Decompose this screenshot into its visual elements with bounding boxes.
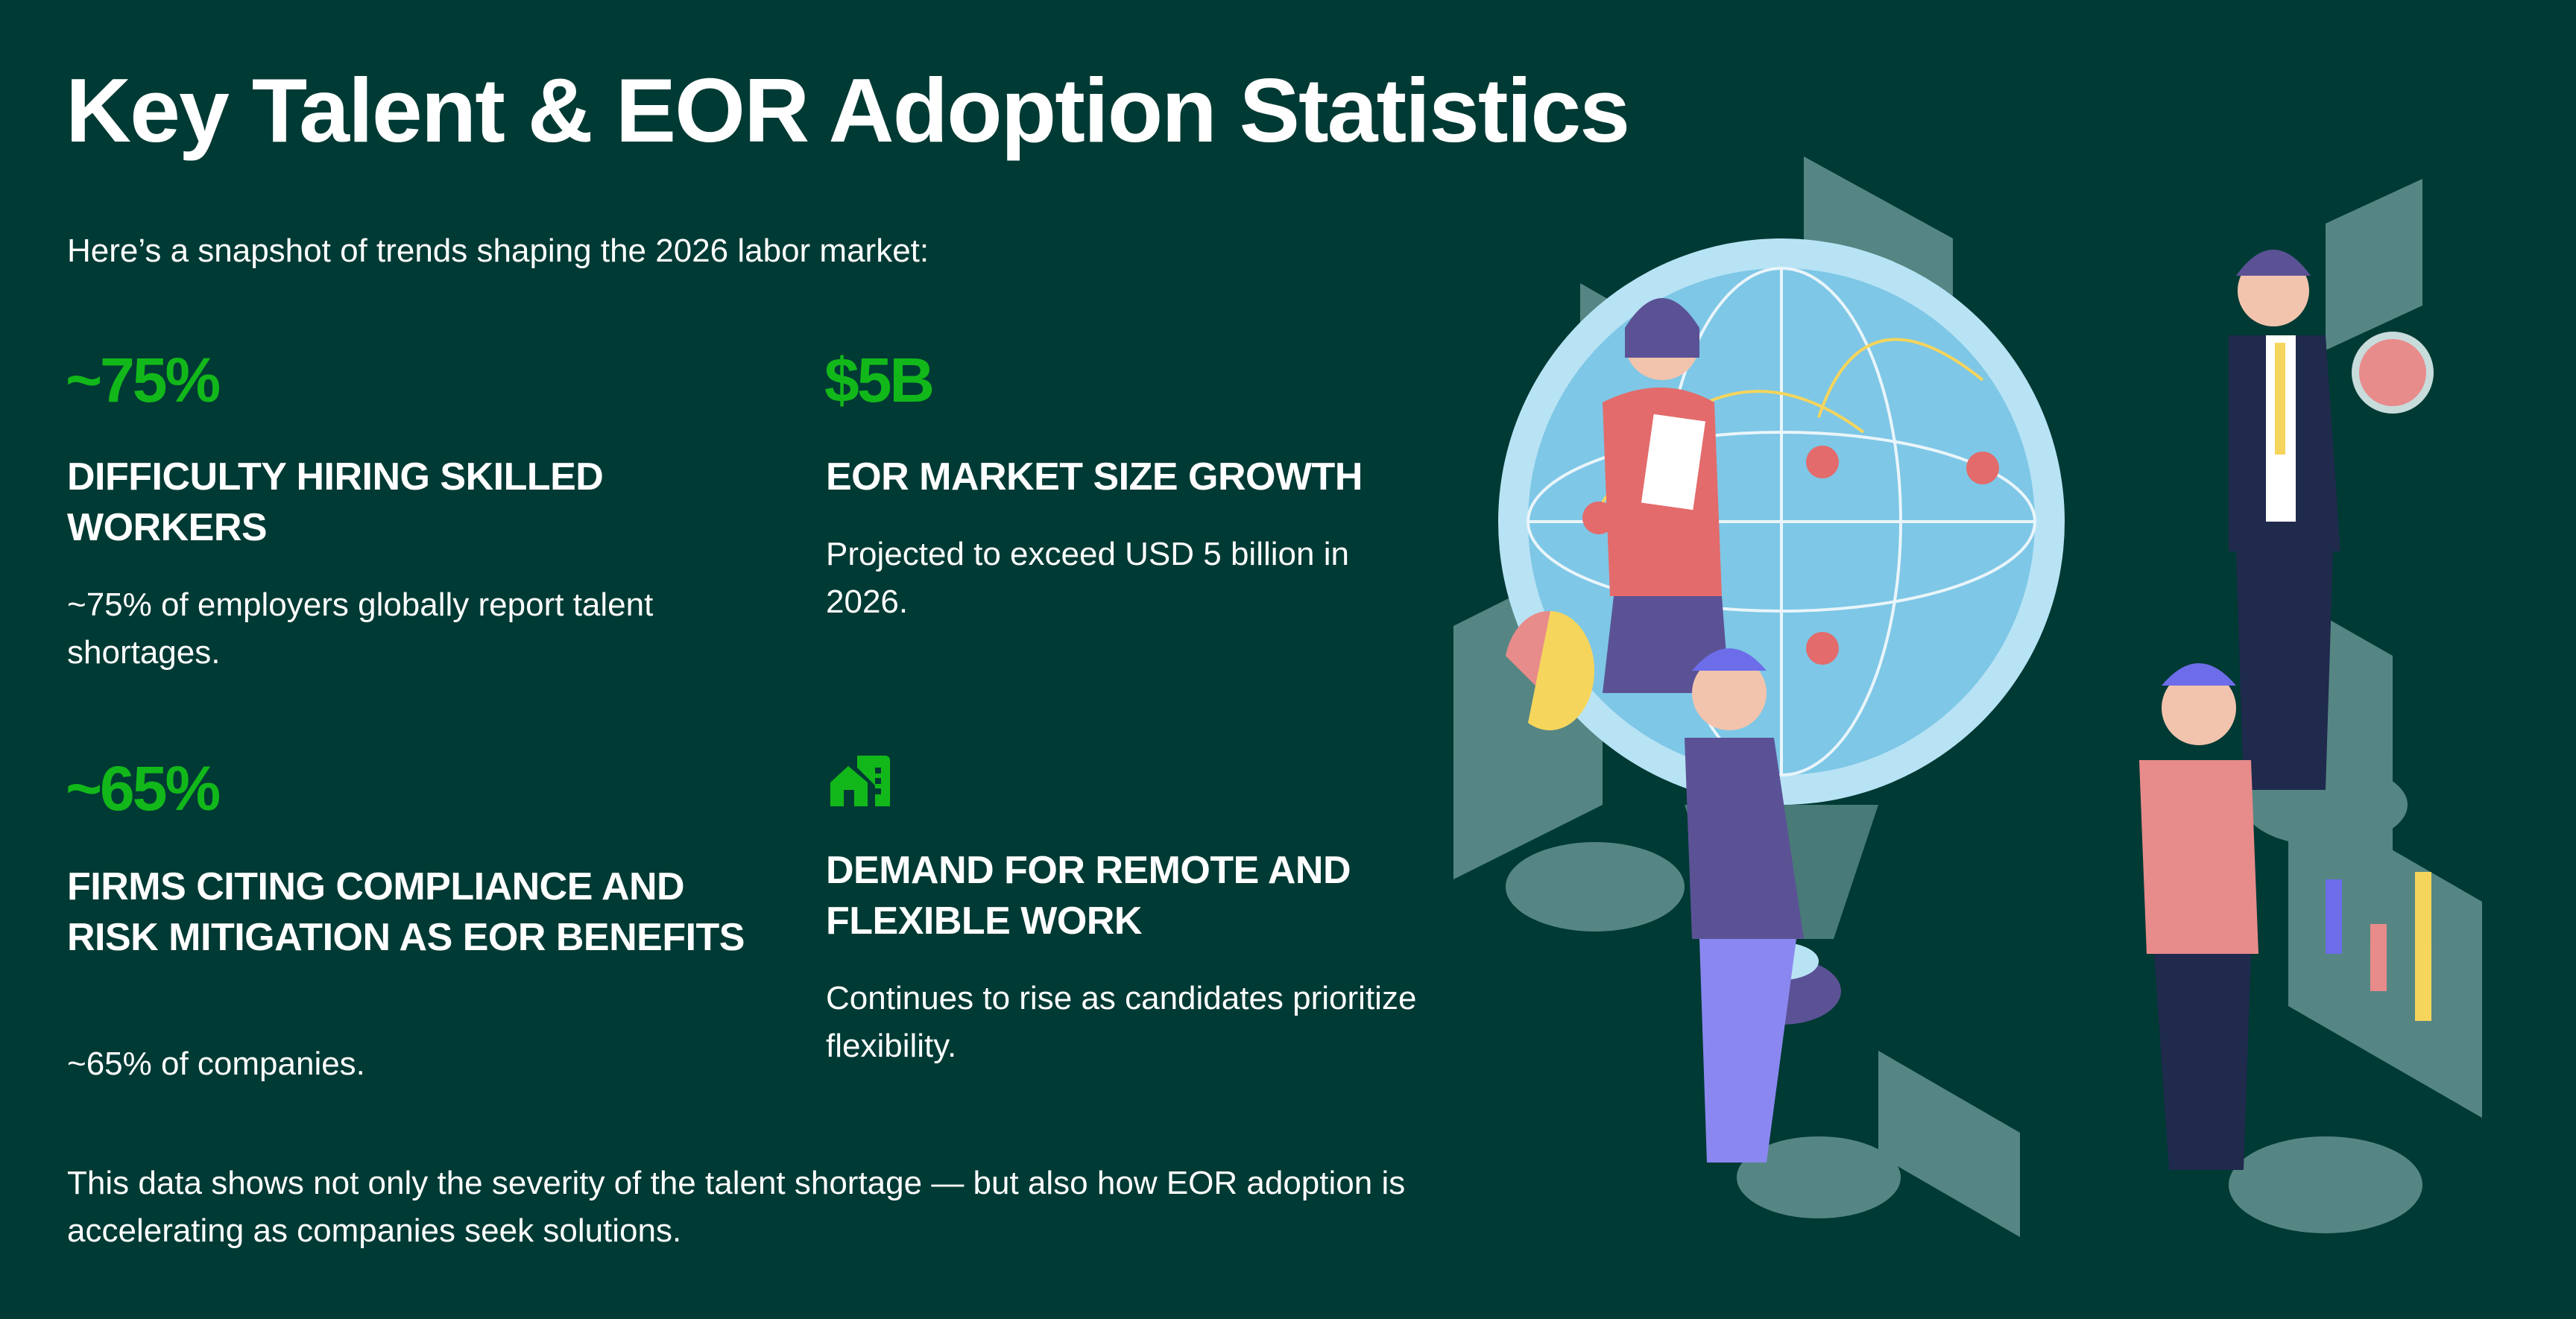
stat-body-remote: Continues to rise as candidates prioriti… <box>826 980 1417 1064</box>
stat-body-talent: ~75% of employers globally report talent… <box>67 586 654 671</box>
stat-body-compliance: ~65% of companies. <box>67 1046 365 1082</box>
stat-heading-market: EOR MARKET SIZE GROWTH <box>826 455 1363 499</box>
stat-heading-talent: DIFFICULTY HIRING SKILLED WORKERS <box>67 455 604 549</box>
stat-body-market: Projected to exceed USD 5 billion in 202… <box>826 536 1349 620</box>
stat-heading-compliance: FIRMS CITING COMPLIANCE AND RISK MITIGAT… <box>67 865 745 959</box>
stat-value-talent: ~75% <box>66 345 221 415</box>
subtitle: Here’s a snapshot of trends shaping the … <box>67 233 929 269</box>
footer-text: This data shows not only the severity of… <box>67 1165 1406 1249</box>
stat-heading-remote: DEMAND FOR REMOTE AND FLEXIBLE WORK <box>826 849 1351 943</box>
home-building-icon <box>826 753 894 809</box>
global-team-illustration <box>1453 156 2482 1237</box>
page-title: Key Talent & EOR Adoption Statistics <box>66 60 1630 161</box>
stat-value-compliance: ~65% <box>66 753 221 823</box>
stat-value-market: $5B <box>824 345 935 415</box>
